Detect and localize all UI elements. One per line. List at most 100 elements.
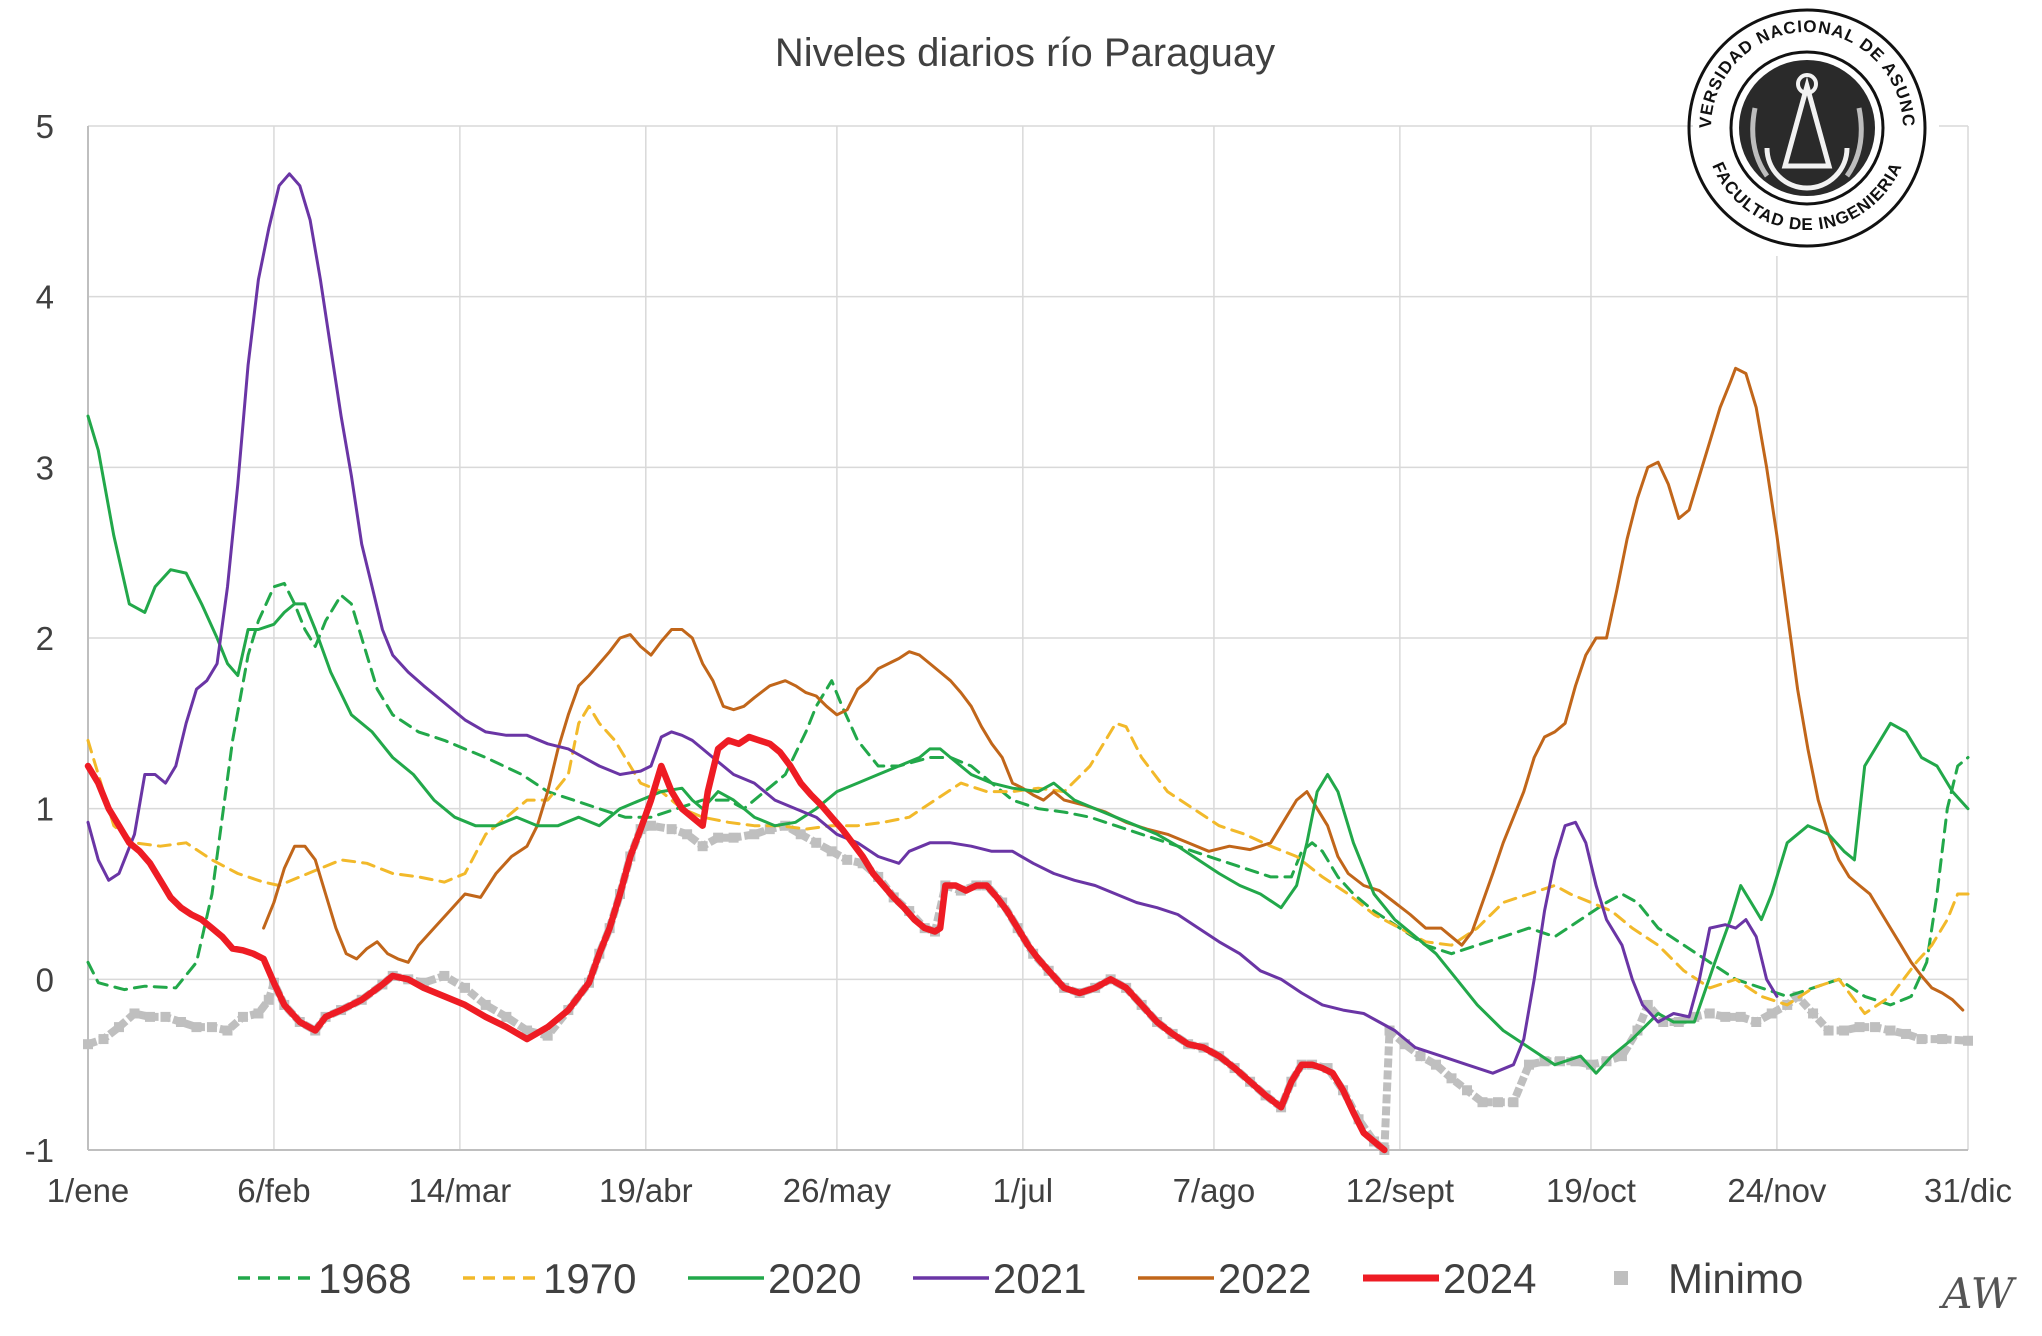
compass-head <box>1796 73 1818 95</box>
series-minimo-point <box>1493 1097 1503 1108</box>
series-minimo-point <box>222 1025 233 1036</box>
legend-minimo-swatch <box>1614 1271 1628 1285</box>
y-tick-label: 1 <box>36 791 54 828</box>
series-minimo-point <box>682 829 693 840</box>
series-minimo-point <box>697 841 708 852</box>
series-minimo-point <box>857 858 868 869</box>
series-minimo-point <box>1870 1022 1881 1033</box>
x-tick-label: 24/nov <box>1727 1172 1827 1209</box>
series-minimo-point <box>826 846 837 857</box>
x-tick-label: 19/oct <box>1546 1172 1636 1209</box>
legend-2024-label: 2024 <box>1443 1255 1536 1302</box>
series-layer <box>83 172 1973 1155</box>
series-minimo-point <box>1539 1056 1550 1067</box>
legend-1968-label: 1968 <box>318 1255 411 1302</box>
axes: 5 4 3 2 1 0 -11/ene 6/feb 14/mar 19/abr 26/may 1/ju… <box>25 108 2012 1209</box>
series-minimo-point <box>1901 1028 1912 1039</box>
legend-2022-label: 2022 <box>1218 1255 1311 1302</box>
series-2021-line <box>86 172 1779 1075</box>
series-minimo-point <box>1632 1025 1643 1036</box>
x-tick-label: 31/dic <box>1924 1172 2012 1209</box>
legend: 1968 1970 2020 2021 2022 2024 Minimo <box>238 1255 1803 1302</box>
series-minimo-point <box>418 977 429 988</box>
series-minimo-point <box>542 1030 553 1041</box>
legend-1970-label: 1970 <box>543 1255 636 1302</box>
series-minimo-point <box>1462 1085 1473 1096</box>
series-minimo-point <box>645 820 656 831</box>
series-1970-line <box>86 704 1970 1015</box>
series-1968-line <box>86 581 1970 1007</box>
series-minimo-point <box>1431 1059 1442 1070</box>
y-tick-label: 0 <box>36 961 54 998</box>
x-tick-label: 1/jul <box>993 1172 1054 1209</box>
series-minimo-point <box>129 1008 140 1019</box>
series-minimo-point <box>263 994 274 1005</box>
seal-center-emblem <box>1739 60 1875 196</box>
x-tick-label: 19/abr <box>599 1172 693 1209</box>
series-minimo-point <box>460 982 471 993</box>
series-minimo-point <box>480 999 491 1010</box>
series-minimo-point <box>1508 1097 1519 1108</box>
series-minimo-point <box>1570 1056 1581 1067</box>
series-minimo-point <box>795 829 806 840</box>
university-seal-logo: UNIVERSIDAD NACIONAL DE ASUNCION FACULTA… <box>1687 0 1939 256</box>
series-minimo-point <box>1839 1025 1850 1036</box>
seal-inner-ring <box>1729 50 1885 206</box>
series-minimo-point <box>1415 1051 1426 1062</box>
series-minimo-line <box>86 821 1969 1154</box>
legend-2021-label: 2021 <box>993 1255 1086 1302</box>
x-tick-label: 1/ene <box>47 1172 130 1209</box>
x-tick-label: 7/ago <box>1173 1172 1256 1209</box>
series-minimo-point <box>1704 1008 1715 1019</box>
series-minimo-point <box>1384 1025 1395 1036</box>
series-minimo-point <box>439 970 450 981</box>
legend-minimo-label: Minimo <box>1668 1255 1803 1302</box>
series-minimo-point <box>713 832 724 843</box>
series-minimo-point <box>1916 1034 1927 1045</box>
series-minimo-point <box>1554 1056 1565 1067</box>
compass-emblem <box>1781 76 1833 169</box>
series-minimo-point <box>1642 999 1653 1010</box>
series-minimo-point <box>144 1011 155 1022</box>
series-2024-line <box>84 733 1388 1154</box>
series-minimo-point <box>253 1008 264 1019</box>
series-minimo-point <box>1823 1025 1834 1036</box>
y-tick-label: -1 <box>25 1132 54 1169</box>
series-minimo-point <box>1735 1011 1746 1022</box>
series-minimo-point <box>811 837 822 848</box>
series-minimo-point <box>1477 1097 1488 1108</box>
chart-title: Niveles diarios río Paraguay <box>775 31 1275 75</box>
series-minimo-point <box>764 824 775 835</box>
series-minimo-point <box>191 1022 202 1033</box>
series-2020-line <box>86 414 1970 1075</box>
series-minimo-point <box>780 820 791 831</box>
x-tick-label: 26/may <box>783 1172 892 1209</box>
series-minimo-point <box>1720 1011 1731 1022</box>
series-minimo-point <box>1766 1008 1777 1019</box>
legend-2020-label: 2020 <box>768 1255 861 1302</box>
gear-arc-emblem <box>1764 147 1850 191</box>
series-minimo-point <box>1963 1035 1973 1046</box>
series-minimo-point <box>749 829 760 840</box>
series-minimo-point <box>1937 1034 1948 1045</box>
series-minimo-point <box>1523 1059 1534 1070</box>
series-minimo-point <box>113 1022 124 1033</box>
series-minimo-point <box>1792 991 1803 1002</box>
series-2022-line <box>262 366 1965 1012</box>
y-tick-label: 4 <box>36 279 54 316</box>
series-minimo-point <box>1616 1051 1627 1062</box>
laurel-emblem <box>1750 107 1864 178</box>
x-tick-label: 12/sept <box>1346 1172 1454 1209</box>
series-minimo-point <box>1658 1017 1669 1027</box>
series-minimo-point <box>98 1034 109 1045</box>
series-minimo-point <box>842 854 853 865</box>
series-minimo-point <box>83 1039 93 1050</box>
series-minimo-point <box>206 1022 217 1033</box>
series-minimo-point <box>1751 1017 1762 1027</box>
x-tick-label: 14/mar <box>409 1172 512 1209</box>
series-minimo-point <box>1808 1008 1819 1019</box>
author-signature: AW <box>1938 1269 2018 1318</box>
y-tick-label: 3 <box>36 449 54 486</box>
